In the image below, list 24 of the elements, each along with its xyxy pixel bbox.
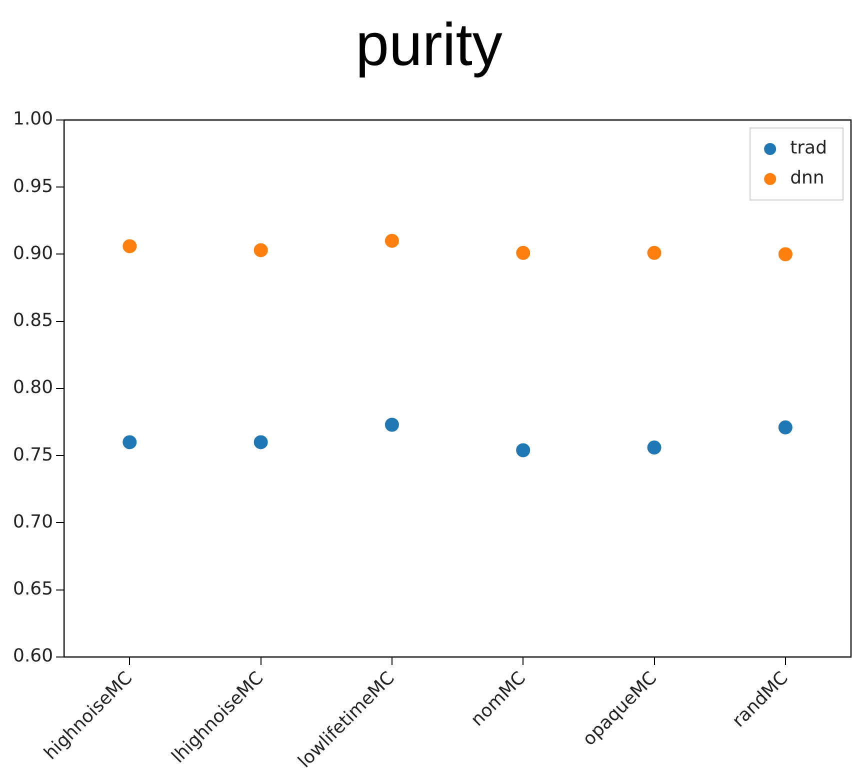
point xyxy=(384,418,399,432)
y-tick-label: 0.70 xyxy=(13,511,54,532)
legend-label: dnn xyxy=(790,168,824,189)
y-tick-label: 0.60 xyxy=(13,646,54,667)
y-tick-label: 0.85 xyxy=(13,310,54,332)
y-tick-label: 0.95 xyxy=(13,176,54,197)
point xyxy=(516,246,530,260)
legend-label: trad xyxy=(790,138,828,159)
point xyxy=(647,440,662,455)
point xyxy=(778,420,792,434)
y-tick-label: 0.75 xyxy=(13,444,54,466)
y-tick-label: 0.90 xyxy=(13,242,54,264)
y-tick-label: 1.00 xyxy=(13,108,54,130)
y-tick-label: 0.80 xyxy=(13,377,54,398)
point xyxy=(254,435,268,450)
point xyxy=(647,246,662,260)
point xyxy=(122,435,137,450)
point xyxy=(254,243,268,258)
point xyxy=(384,234,399,248)
point xyxy=(122,239,137,254)
chart-title: purity xyxy=(354,10,504,80)
y-tick-label: 0.65 xyxy=(13,578,54,600)
point xyxy=(516,443,530,458)
point xyxy=(778,247,792,262)
